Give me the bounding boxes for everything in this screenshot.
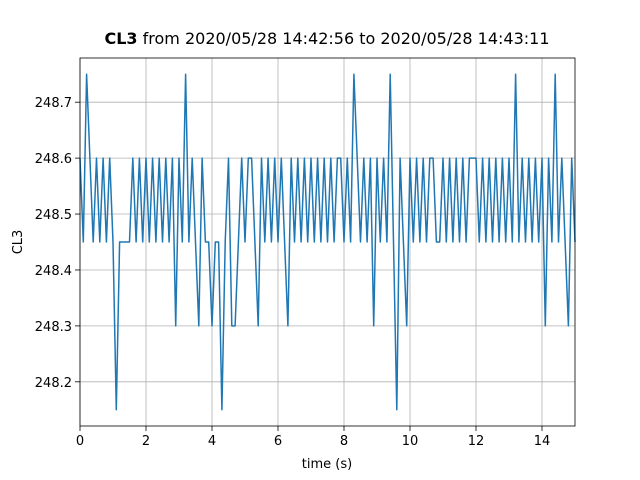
title-series: CL3 xyxy=(104,29,137,48)
x-tick-label: 4 xyxy=(208,434,216,449)
axes-frame xyxy=(79,57,576,427)
y-tick-label: 248.2 xyxy=(35,376,72,391)
x-axis-label: time (s) xyxy=(302,457,352,472)
x-tick-label: 0 xyxy=(76,434,84,449)
chart-title: CL3 from 2020/05/28 14:42:56 to 2020/05/… xyxy=(104,29,549,48)
y-tick-label: 248.4 xyxy=(35,264,72,279)
x-tick-label: 2 xyxy=(142,434,150,449)
x-tick-label: 8 xyxy=(340,434,348,449)
y-tick-label: 248.7 xyxy=(35,96,72,111)
data-line xyxy=(79,73,576,411)
y-tick-label: 248.6 xyxy=(35,152,72,167)
x-tick-label: 14 xyxy=(534,434,551,449)
y-tick-label: 248.3 xyxy=(35,320,72,335)
x-tick-label: 10 xyxy=(402,434,419,449)
y-tick-label: 248.5 xyxy=(35,208,72,223)
y-axis-label: CL3 xyxy=(11,230,26,255)
x-tick-label: 6 xyxy=(274,434,282,449)
title-range: from 2020/05/28 14:42:56 to 2020/05/28 1… xyxy=(143,29,550,48)
x-tick-label: 12 xyxy=(468,434,485,449)
